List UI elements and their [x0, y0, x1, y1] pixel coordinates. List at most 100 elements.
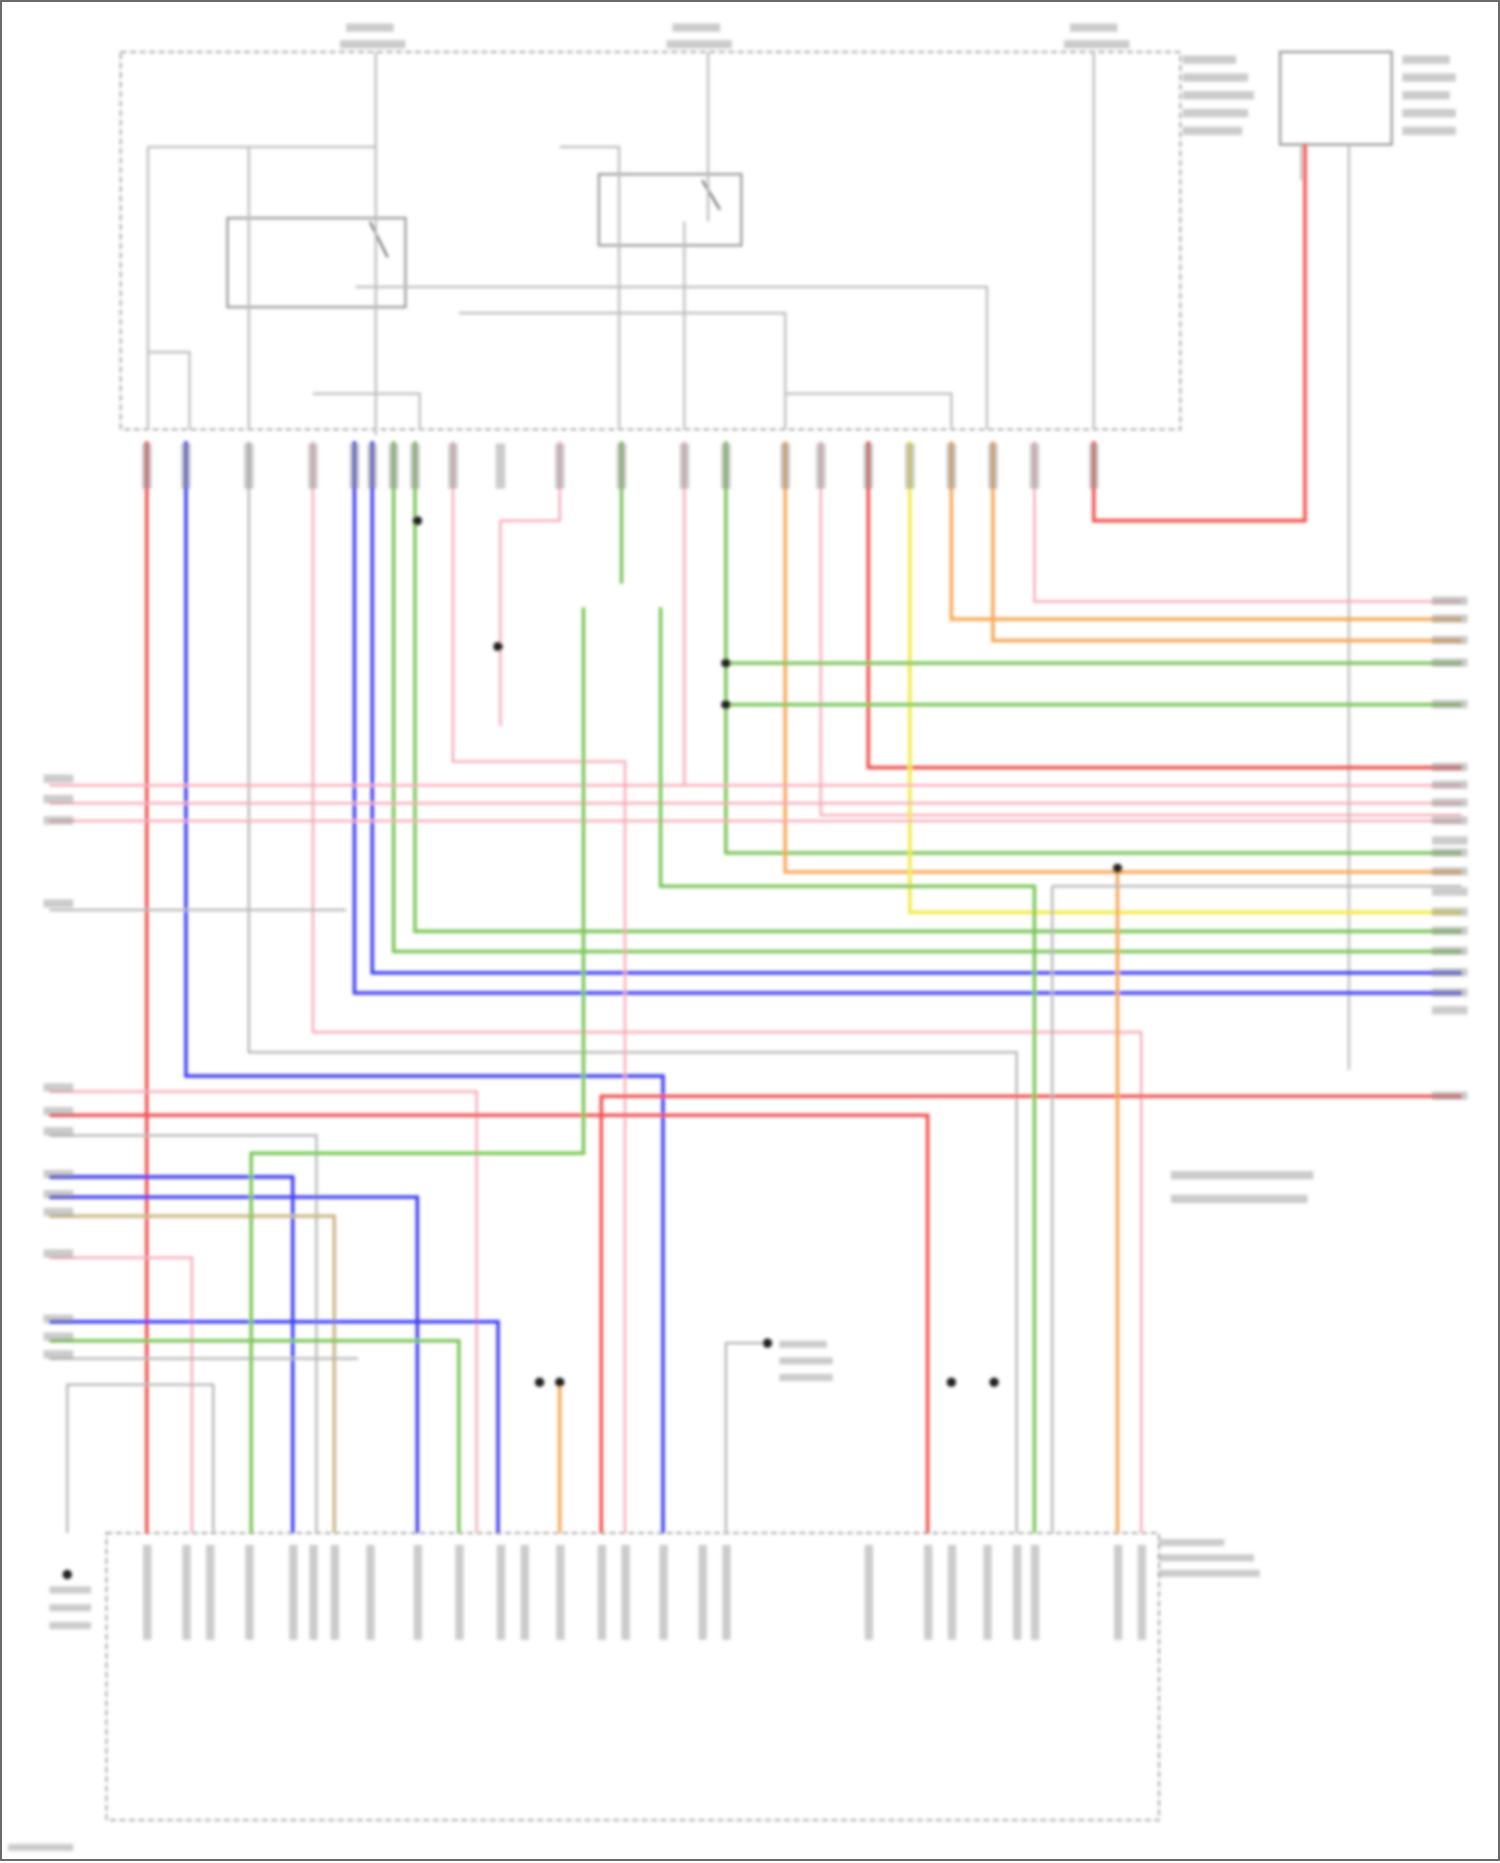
connector-pin-label	[616, 443, 627, 489]
wire-code-label	[1431, 699, 1468, 709]
wire-gray-3	[49, 1134, 318, 1533]
wire-code-label	[1431, 907, 1468, 916]
wire-orange-1	[783, 441, 1462, 874]
ground-label	[779, 1340, 827, 1348]
wire-code-label	[1431, 798, 1468, 807]
wire-green-2	[413, 441, 1462, 934]
wire-gray-5	[66, 1383, 215, 1533]
wire-code-label	[1431, 988, 1468, 997]
wire-green-9	[658, 607, 1037, 1533]
connector-pin-label	[863, 443, 874, 489]
terminal-label	[143, 1544, 152, 1640]
relay-box-2	[597, 173, 743, 247]
wire-code-label	[1431, 614, 1468, 623]
connector-pin-label	[308, 443, 318, 489]
component-label	[1402, 108, 1456, 118]
wire-blue-4	[49, 1175, 295, 1533]
wire-red-4	[599, 1094, 1462, 1533]
component-label	[1070, 23, 1118, 32]
wire-code-label	[43, 816, 74, 825]
terminal-label	[1137, 1544, 1146, 1640]
wire-blue-3	[370, 441, 1462, 975]
wire-pink-3	[499, 441, 561, 727]
connector-pin-label	[721, 443, 731, 489]
legend-note	[1170, 1171, 1314, 1180]
terminal-label	[947, 1544, 957, 1640]
component-label	[1402, 126, 1456, 136]
terminal-label	[621, 1544, 630, 1640]
component-label	[340, 40, 406, 49]
terminal-label	[556, 1544, 565, 1640]
terminal-label	[864, 1544, 874, 1640]
wire-code-label	[1431, 926, 1468, 935]
connector-pin-label	[367, 443, 377, 489]
connector-pin-label	[988, 443, 998, 489]
terminal-label	[1113, 1544, 1123, 1640]
wire-pink-11	[49, 1256, 194, 1533]
connector-pin-label	[679, 443, 690, 489]
wire-code-label	[43, 1350, 74, 1359]
component-label	[1402, 91, 1450, 100]
ground-label	[49, 1621, 92, 1630]
wire-gray-6	[724, 1341, 768, 1533]
component-label	[1182, 91, 1254, 100]
relay-switch-icon	[368, 179, 721, 258]
terminal-label	[1013, 1544, 1022, 1640]
wire-code-label	[1431, 658, 1468, 667]
ground-label	[779, 1373, 833, 1382]
wire-code-label	[1431, 762, 1468, 772]
wire-code-label	[43, 1207, 74, 1217]
terminal-label	[330, 1544, 340, 1640]
relay-box-1	[226, 216, 407, 309]
wire-red-3	[1091, 144, 1307, 523]
connector-pin-label	[349, 443, 360, 489]
wire-code-label	[43, 1106, 74, 1116]
wire-code-label	[1431, 1091, 1468, 1100]
terminal-label	[289, 1544, 298, 1640]
wire-gray-1	[247, 441, 1018, 1533]
wire-blue-6	[49, 1319, 500, 1533]
wire-green-1	[391, 441, 1462, 954]
terminal-label	[520, 1544, 529, 1640]
terminal-label	[659, 1544, 668, 1640]
wire-pink-1	[311, 441, 1143, 1533]
sensor-component-box	[1278, 50, 1393, 146]
wire-yellow-1	[908, 441, 1462, 915]
component-label	[346, 23, 394, 32]
terminal-label	[366, 1544, 375, 1640]
wire-code-label	[43, 1249, 74, 1258]
footer-label	[7, 1843, 74, 1852]
connector-pin-label	[1029, 443, 1040, 489]
wire-code-label	[1431, 848, 1468, 857]
splice-dot	[412, 515, 423, 526]
wire-code-label	[43, 1169, 74, 1179]
wire-blue-2	[352, 441, 1462, 995]
connector-pin-label	[905, 443, 915, 489]
wire-code-label	[43, 1190, 74, 1199]
terminal-label	[924, 1544, 933, 1640]
wire-pink-5	[819, 441, 1462, 817]
wire-code-label	[1431, 946, 1468, 956]
wire-code-label	[1431, 780, 1468, 789]
splice-dot	[62, 1569, 73, 1580]
lower-module-box	[105, 1532, 1160, 1822]
wire-code-label	[1431, 887, 1468, 896]
wire-green-7	[49, 1338, 461, 1533]
terminal-label	[182, 1544, 191, 1640]
wire-code-label	[1431, 635, 1468, 645]
component-label	[1182, 73, 1249, 82]
splice-dot	[1112, 863, 1123, 874]
terminal-label	[496, 1544, 506, 1640]
module-label	[1159, 1554, 1254, 1562]
component-label	[1182, 126, 1243, 136]
connector-pin-label	[495, 443, 506, 489]
terminal-label	[413, 1544, 423, 1640]
wire-blue-5	[49, 1195, 420, 1533]
splice-dot	[493, 641, 503, 652]
connector-pin-label	[555, 443, 565, 489]
wire-green-8	[249, 607, 586, 1533]
ground-label	[49, 1586, 92, 1594]
terminal-label	[722, 1544, 731, 1640]
wire-code-label	[43, 774, 74, 783]
